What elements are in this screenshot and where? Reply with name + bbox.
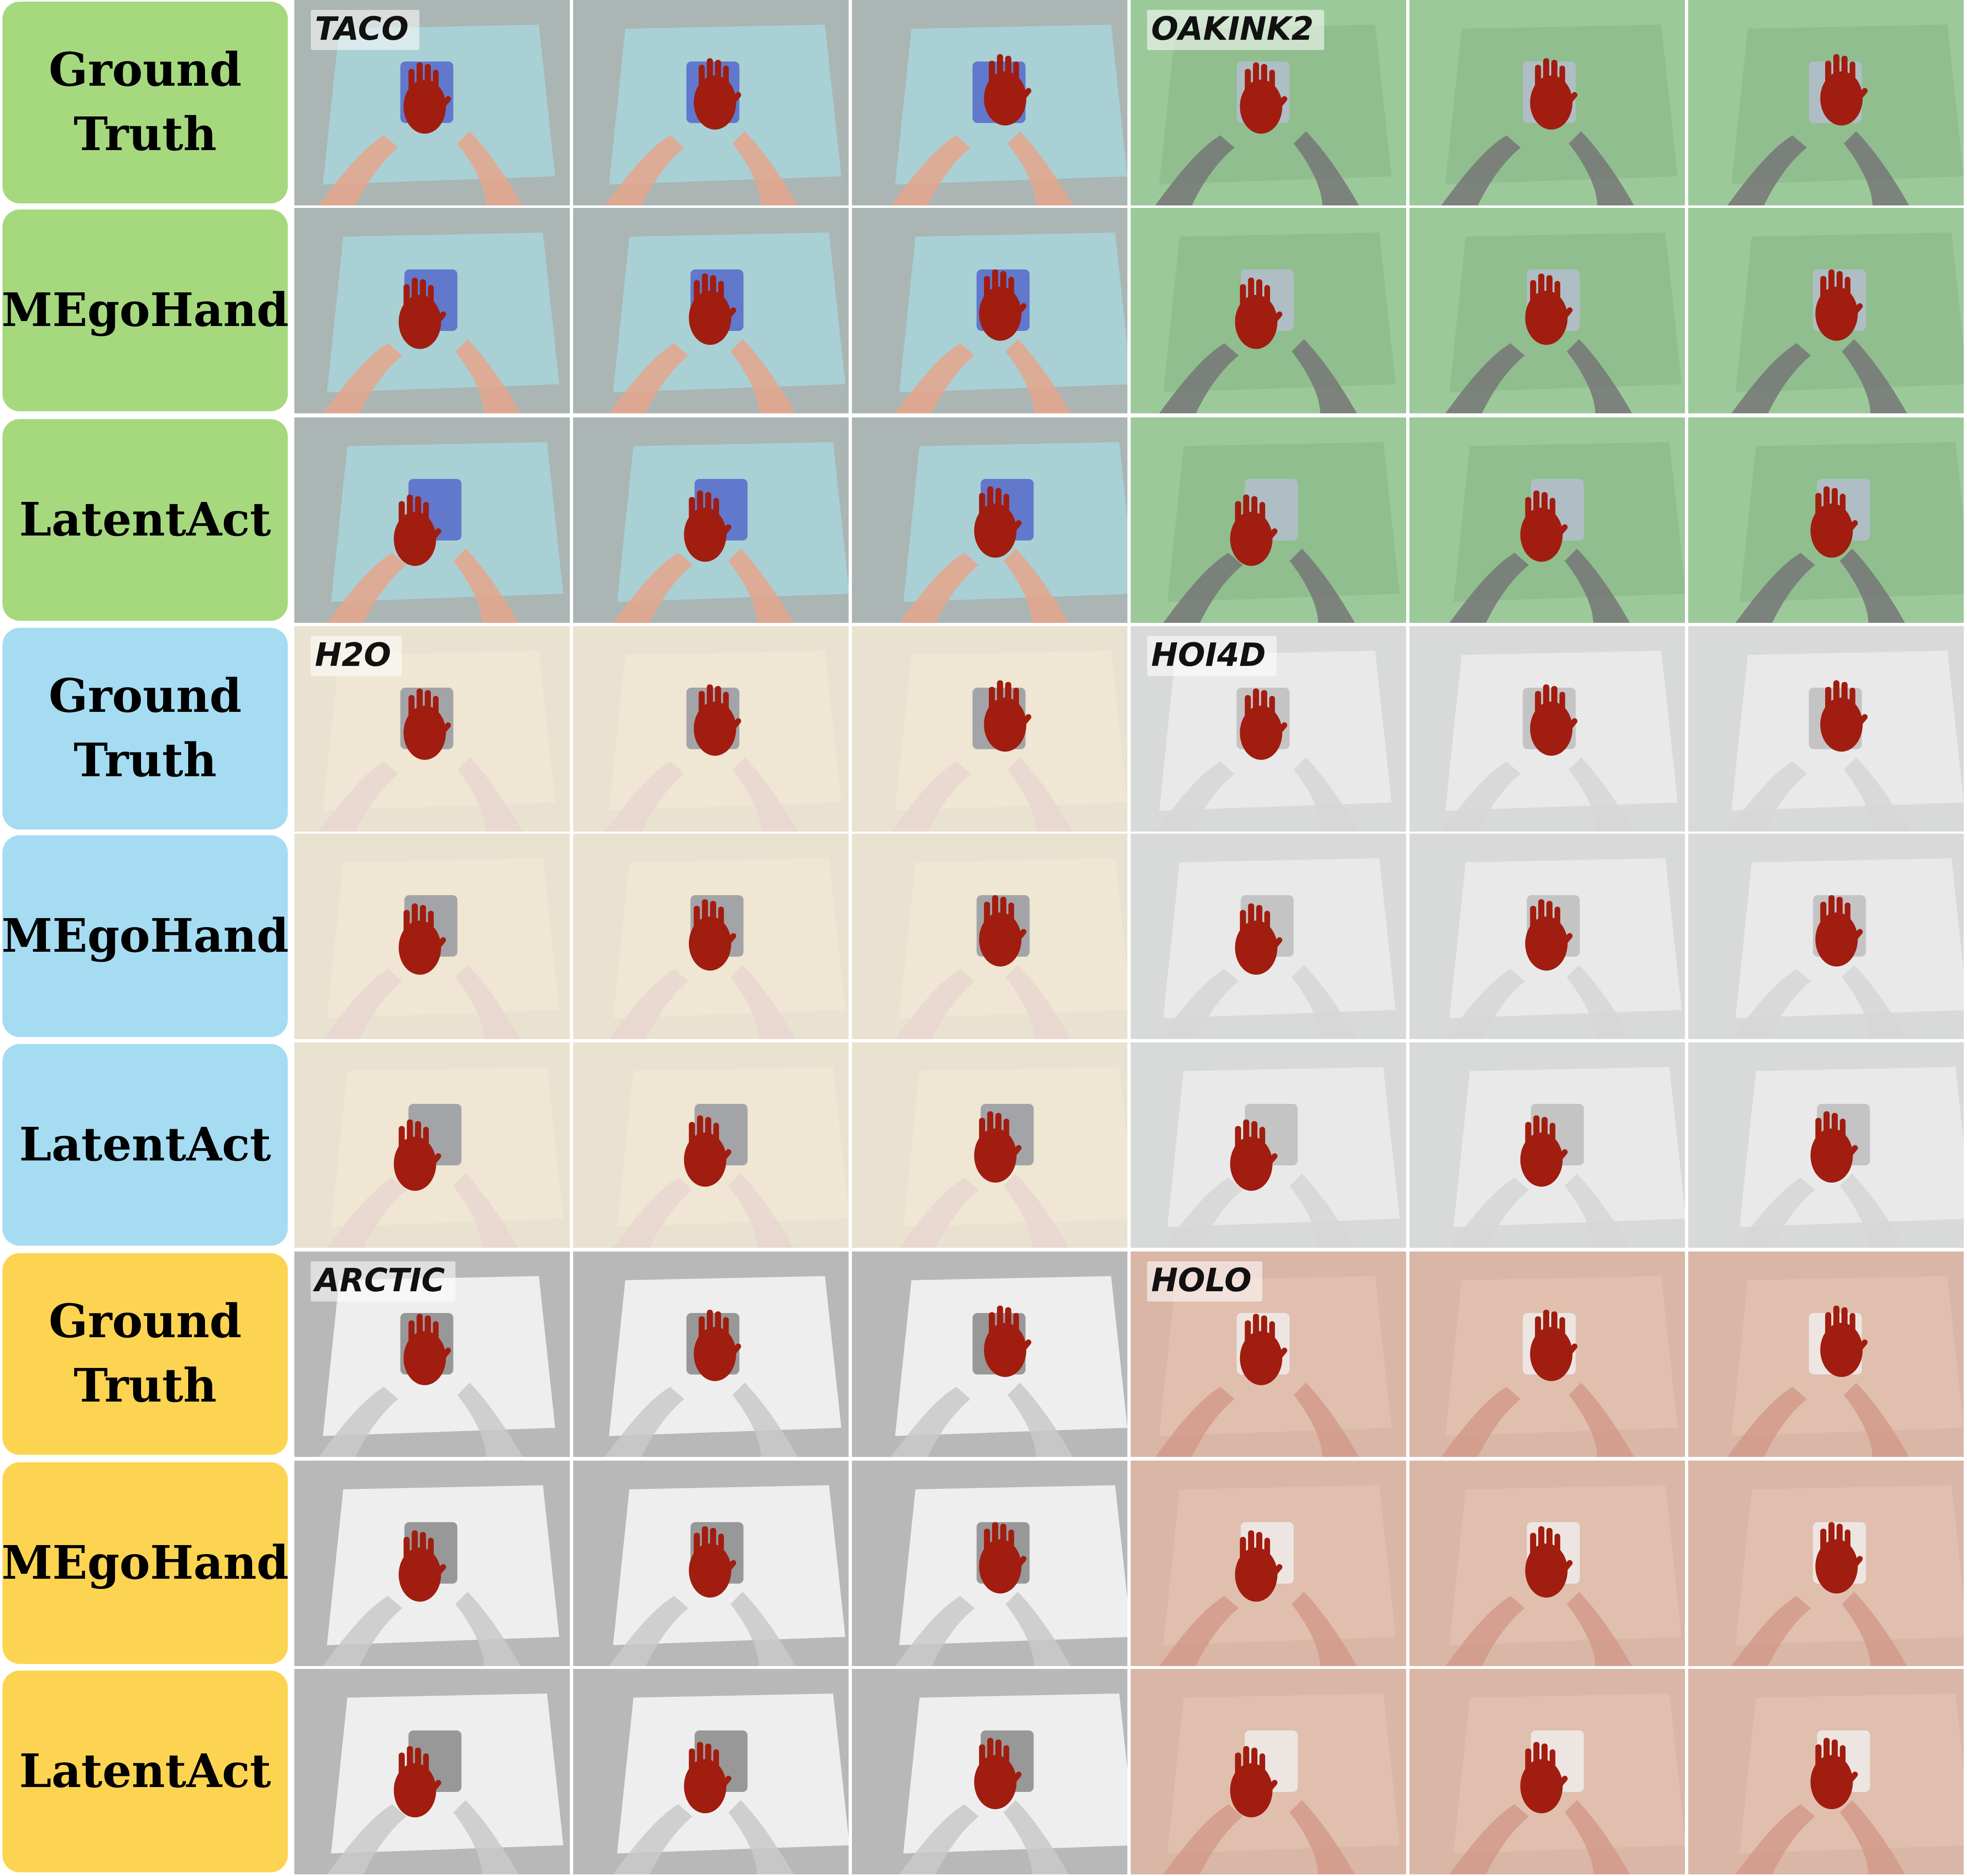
frame-image xyxy=(1688,208,1965,413)
frame-image xyxy=(1131,208,1408,413)
frame-image xyxy=(573,417,850,623)
frame-image xyxy=(1131,834,1408,1039)
frame-image xyxy=(294,208,571,413)
frame-image xyxy=(852,1042,1129,1248)
frame-image xyxy=(573,834,850,1039)
frame-image xyxy=(573,1042,850,1248)
frame-image xyxy=(852,417,1129,623)
frame-image xyxy=(573,1251,850,1457)
dataset-label: ARCTIC xyxy=(311,1261,456,1302)
frame-image xyxy=(852,208,1129,413)
dataset-label: HOI4D xyxy=(1147,636,1277,676)
frame-image: TACO xyxy=(294,0,571,205)
row-label: MEgoHand xyxy=(2,1462,289,1664)
frame-image xyxy=(1409,626,1687,832)
frame-image xyxy=(852,0,1129,205)
dataset-label: OAKINK2 xyxy=(1147,10,1325,50)
dataset-label: H2O xyxy=(311,636,402,676)
row-label: MEgoHand xyxy=(2,835,289,1037)
frame-image xyxy=(1409,1669,1687,1874)
frame-image xyxy=(1131,1461,1408,1666)
frame-image: ARCTIC xyxy=(294,1251,571,1457)
row-label: Ground Truth xyxy=(2,2,288,203)
frame-image xyxy=(1688,417,1965,623)
frame-image xyxy=(573,0,850,205)
frame-image xyxy=(1688,1669,1965,1874)
frame-image xyxy=(1688,1042,1965,1248)
frame-image xyxy=(1688,1461,1965,1666)
frame-image xyxy=(1409,0,1687,205)
frame-image xyxy=(1688,626,1965,832)
frame-image xyxy=(1688,1251,1965,1457)
row-label: Ground Truth xyxy=(2,1253,288,1455)
frame-image xyxy=(1131,1042,1408,1248)
frame-image xyxy=(1409,1251,1687,1457)
frame-image: HOLO xyxy=(1131,1251,1408,1457)
row-label: LatentAct xyxy=(2,1044,288,1246)
frame-image xyxy=(1409,208,1687,413)
row-label: LatentAct xyxy=(2,1671,288,1872)
frame-image: OAKINK2 xyxy=(1131,0,1408,205)
frame-image xyxy=(573,1669,850,1874)
frame-image xyxy=(1688,0,1965,205)
frame-image xyxy=(1131,1669,1408,1874)
row-label: MEgoHand xyxy=(2,210,289,411)
frame-image xyxy=(852,834,1129,1039)
row-label: LatentAct xyxy=(2,419,288,621)
frame-image: HOI4D xyxy=(1131,626,1408,832)
frame-image xyxy=(573,1461,850,1666)
row-label: Ground Truth xyxy=(2,628,288,830)
frame-image xyxy=(1409,1042,1687,1248)
frame-image xyxy=(1409,417,1687,623)
frame-image xyxy=(573,626,850,832)
frame-image: H2O xyxy=(294,626,571,832)
frame-image xyxy=(1409,834,1687,1039)
dataset-label: TACO xyxy=(311,10,419,50)
frame-image xyxy=(294,1042,571,1248)
frame-image xyxy=(852,626,1129,832)
frame-image xyxy=(1409,1461,1687,1666)
frame-image xyxy=(1131,417,1408,623)
frame-image xyxy=(573,208,850,413)
frame-image xyxy=(294,834,571,1039)
dataset-label: HOLO xyxy=(1147,1261,1262,1302)
frame-image xyxy=(294,417,571,623)
frame-image xyxy=(852,1669,1129,1874)
frame-image xyxy=(1688,834,1965,1039)
frame-image xyxy=(852,1461,1129,1666)
frame-image xyxy=(852,1251,1129,1457)
frame-image xyxy=(294,1669,571,1874)
frame-image xyxy=(294,1461,571,1666)
